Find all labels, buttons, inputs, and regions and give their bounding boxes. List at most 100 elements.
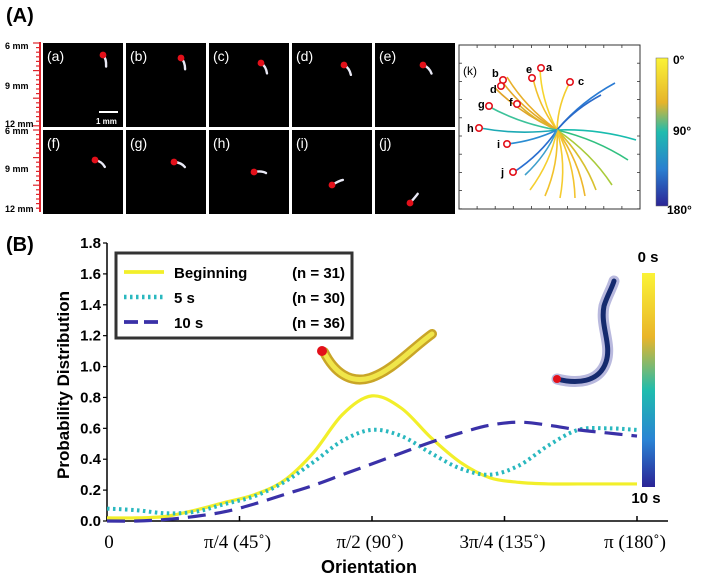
trajectory-line xyxy=(479,127,558,133)
head-marker xyxy=(257,59,265,67)
head-marker xyxy=(177,54,185,62)
frame-background xyxy=(209,130,289,214)
x-axis-label: Orientation xyxy=(321,557,417,577)
time-colorbar: 0 s 10 s xyxy=(631,249,660,507)
y-tick-label: 0.2 xyxy=(80,482,101,499)
y-tick-label: 0.6 xyxy=(80,420,101,437)
trajectory-line xyxy=(556,129,629,161)
point-label-h: h xyxy=(467,123,474,135)
frame-label: (j) xyxy=(379,135,391,151)
head-marker xyxy=(250,168,258,176)
frame-j: (j) xyxy=(375,130,455,214)
legend-count: (n = 31) xyxy=(292,265,345,282)
cbar-a-top: 0° xyxy=(673,53,685,67)
point-label-e: e xyxy=(526,64,532,76)
trajectory-line xyxy=(506,129,558,145)
frame-background xyxy=(375,130,455,214)
cbar-a-mid: 90° xyxy=(673,124,691,138)
series-line-2 xyxy=(106,420,638,523)
x-tick-label: 0 xyxy=(104,532,114,553)
microscopy-frames: (a) (b) (c) (d) (e) (f) (g) (h) (i) (j) xyxy=(43,43,455,214)
point-marker-a xyxy=(536,64,545,73)
frame-i: (i) xyxy=(292,130,372,214)
trajectory-line xyxy=(556,129,597,191)
trajectory-line xyxy=(529,129,558,191)
trajectory-line xyxy=(539,67,558,131)
x-tick-label: π (180˚) xyxy=(604,532,666,553)
frame-label: (d) xyxy=(296,48,313,64)
cbar-a-bottom: 180° xyxy=(667,203,692,217)
point-label-j: j xyxy=(500,167,504,179)
tick-6mm-row1: 6 mm xyxy=(5,41,29,51)
trajectory-line xyxy=(544,129,559,197)
x-tick-label: π/2 (90˚) xyxy=(336,532,403,553)
trajectory-line xyxy=(532,77,558,131)
frame-background xyxy=(126,43,206,127)
point-marker-d xyxy=(496,82,505,91)
frame-c: (c) xyxy=(209,43,289,127)
frame-b: (b) xyxy=(126,43,206,127)
trajectory-line xyxy=(556,129,637,141)
frame-f: (f) xyxy=(43,130,123,214)
frame-d: (d) xyxy=(292,43,372,127)
point-label-i: i xyxy=(497,139,500,151)
head-marker xyxy=(406,199,414,207)
legend-name: Beginning xyxy=(174,265,247,282)
point-marker-c xyxy=(565,78,574,87)
y-axis-label: Probability Distribution xyxy=(54,291,73,479)
series-line-1 xyxy=(106,426,638,516)
head-marker xyxy=(419,61,427,69)
frame-label: (f) xyxy=(47,135,60,151)
tick-9mm-row2: 9 mm xyxy=(5,164,29,174)
y-tick-label: 1.2 xyxy=(80,328,101,345)
head-marker xyxy=(340,61,348,69)
tick-6mm-row2: 6 mm xyxy=(5,126,29,136)
tick-12mm-row1: 12 mm xyxy=(5,119,34,129)
frame-h: (h) xyxy=(209,130,289,214)
point-label-c: c xyxy=(578,76,584,88)
tick-9mm-row1: 9 mm xyxy=(5,81,29,91)
trajectory-line xyxy=(487,105,558,131)
point-marker-h xyxy=(474,124,483,133)
scale-ruler-row2: 6 mm 9 mm 12 mm xyxy=(5,126,41,214)
body-illustration-beginning xyxy=(317,329,437,385)
frame-background xyxy=(126,130,206,214)
tick-12mm-row2: 12 mm xyxy=(5,204,34,214)
point-marker-i xyxy=(502,140,511,149)
cbar-b-bottom: 10 s xyxy=(631,490,660,507)
trajectory-line xyxy=(513,129,558,173)
frame-label: (g) xyxy=(130,135,147,151)
y-tick-label: 1.6 xyxy=(80,266,101,283)
inset-label: (k) xyxy=(463,64,477,78)
frame-e: (e) xyxy=(375,43,455,127)
frame-label: (a) xyxy=(47,48,64,64)
y-tick-label: 1.0 xyxy=(80,359,101,376)
y-tick-label: 1.4 xyxy=(80,297,102,314)
legend: Beginning (n = 31) 5 s (n = 30) 10 s (n = 36) xyxy=(114,251,354,340)
panel-b-label: (B) xyxy=(6,234,34,256)
point-label-b: b xyxy=(492,68,499,80)
frame-label: (i) xyxy=(296,135,308,151)
head-marker xyxy=(91,156,99,164)
plot-axes: 0.0 0.2 0.4 0.6 0.8 1.0 1.2 1.4 1.6 1.8 0 π/4 (45˚… xyxy=(80,235,668,553)
trajectory-line xyxy=(556,129,613,186)
frame-label: (b) xyxy=(130,48,147,64)
frame-label: (e) xyxy=(379,48,396,64)
trajectory-line xyxy=(556,94,602,131)
trajectory-line xyxy=(556,81,571,131)
legend-name: 10 s xyxy=(174,315,203,332)
frame-label: (h) xyxy=(213,135,230,151)
orientation-colorbar: 0° 90° 180° xyxy=(655,53,692,217)
frame-label: (c) xyxy=(213,48,229,64)
trajectory-line xyxy=(556,129,564,199)
point-marker-g xyxy=(484,102,493,111)
y-tick-label: 0.0 xyxy=(80,513,101,530)
trajectory-line xyxy=(517,103,558,131)
point-marker-e xyxy=(527,74,536,83)
point-label-f: f xyxy=(509,97,513,109)
head-marker xyxy=(328,181,336,189)
y-tick-label: 0.8 xyxy=(80,389,101,406)
y-tick-label: 0.4 xyxy=(80,451,102,468)
scale-ruler-row1: 6 mm 9 mm 12 mm xyxy=(5,41,41,132)
